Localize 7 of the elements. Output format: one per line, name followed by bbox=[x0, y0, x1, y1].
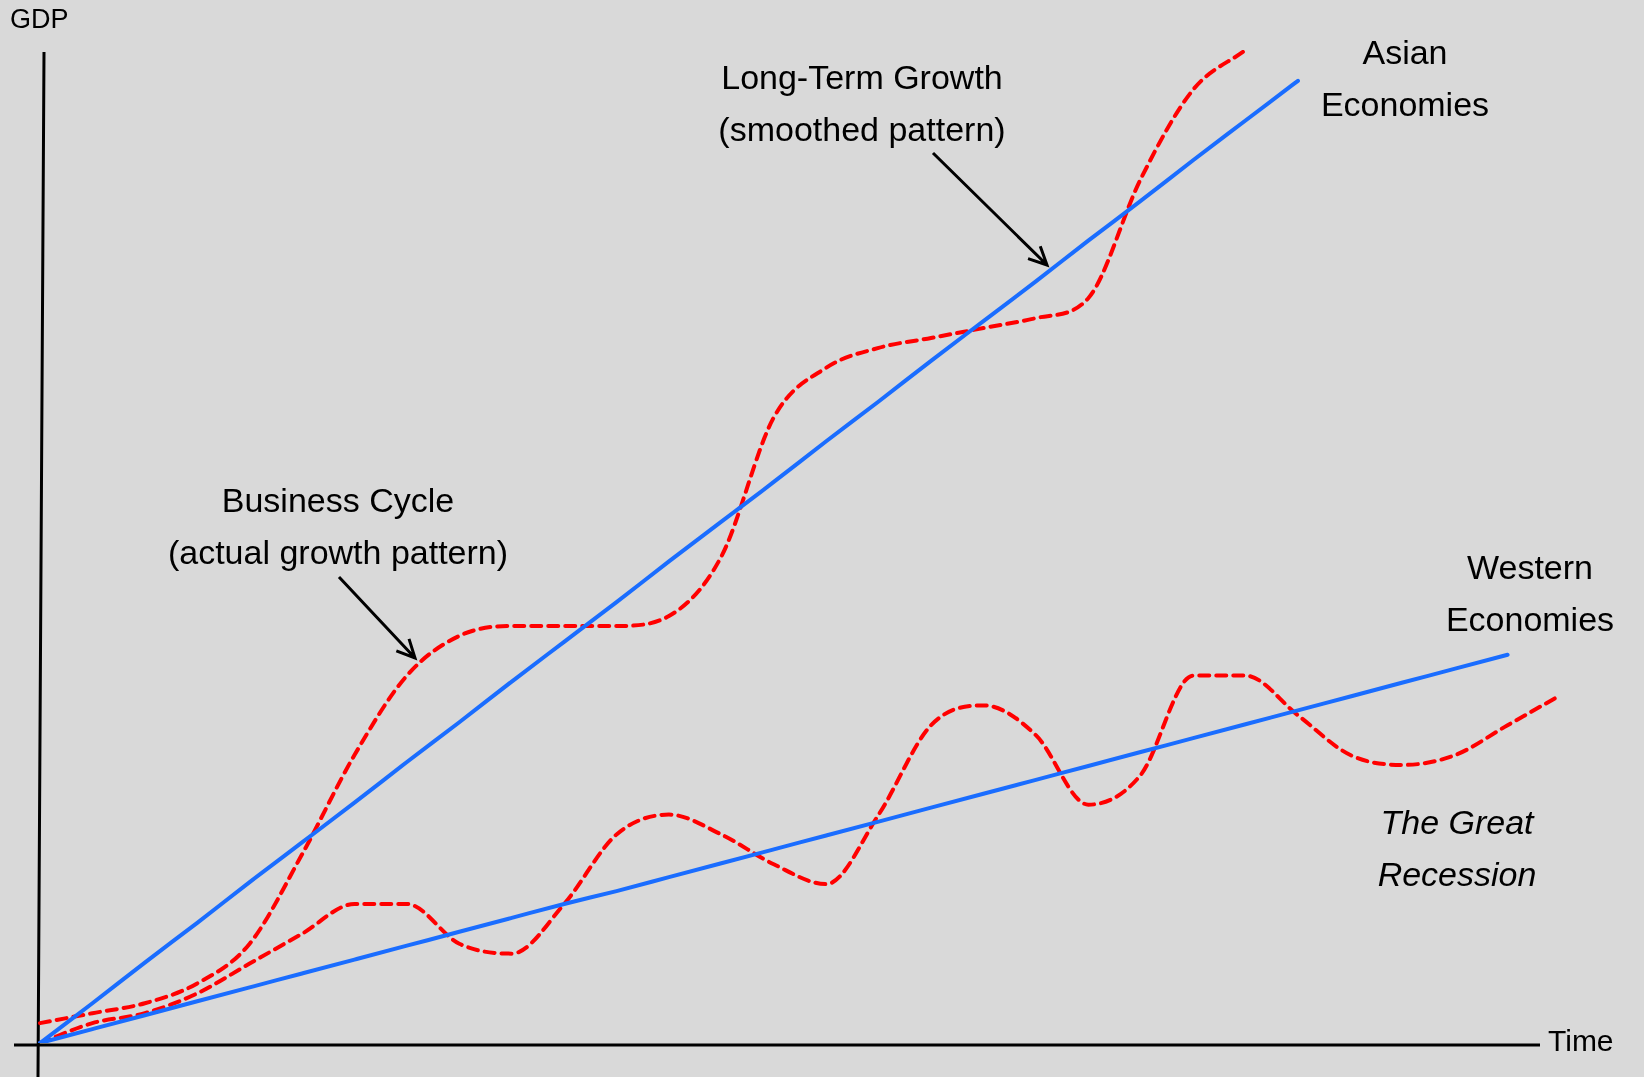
annotation: Western Economies bbox=[1444, 547, 1616, 640]
annotation: The Great Recession bbox=[1376, 802, 1538, 895]
annotation: Asian Economies bbox=[1319, 32, 1491, 125]
annotation: Long-Term Growth (smoothed pattern) bbox=[717, 57, 1007, 150]
y-axis-title: GDP bbox=[10, 4, 69, 35]
annotation: Business Cycle (actual growth pattern) bbox=[166, 480, 510, 573]
x-axis-title: Time bbox=[1548, 1024, 1614, 1058]
